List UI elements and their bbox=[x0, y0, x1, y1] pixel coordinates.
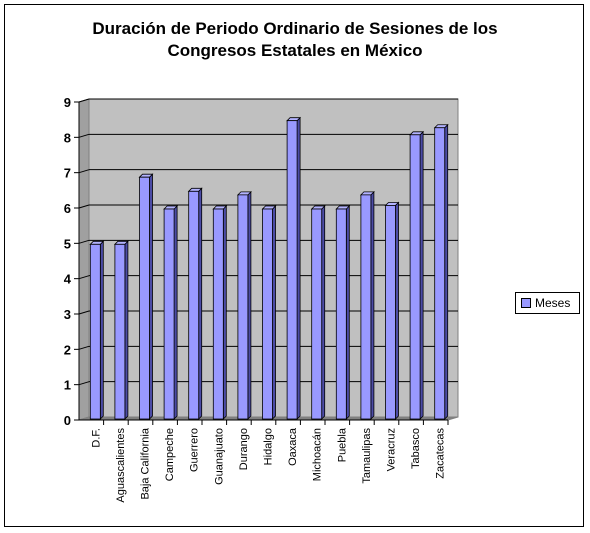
bar-side bbox=[99, 240, 104, 420]
bar bbox=[434, 127, 446, 420]
bar bbox=[409, 134, 421, 420]
bar bbox=[163, 208, 175, 420]
x-tick-label: Guanajuato bbox=[213, 428, 225, 485]
legend: Meses bbox=[515, 292, 580, 314]
x-tick-label: D.F. bbox=[90, 428, 102, 448]
bar bbox=[188, 190, 200, 420]
y-tick-labels: 0 1 2 3 4 5 6 7 8 9 bbox=[64, 95, 72, 428]
bar-side bbox=[370, 190, 375, 420]
bar-side bbox=[124, 240, 129, 420]
bar-side bbox=[198, 187, 203, 420]
bar-side bbox=[272, 205, 276, 420]
x-tick-label: Hidalgo bbox=[263, 428, 275, 465]
x-tick-labels: D.F. Aguascalientes Baja California Campech… bbox=[90, 427, 446, 502]
bar-side bbox=[321, 205, 326, 420]
gridline-side bbox=[78, 275, 90, 280]
legend-swatch bbox=[521, 298, 531, 308]
y-tick-label: 3 bbox=[64, 307, 71, 322]
gridline-side bbox=[78, 310, 90, 315]
x-tick-label: Campeche bbox=[164, 428, 176, 481]
bar bbox=[262, 208, 273, 420]
bar-side bbox=[395, 201, 399, 420]
y-tick-label: 9 bbox=[64, 95, 71, 110]
legend-label: Meses bbox=[535, 296, 571, 310]
gridline-side bbox=[78, 204, 90, 209]
y-tick-label: 7 bbox=[64, 166, 71, 181]
x-tick-label: Guerrero bbox=[189, 428, 201, 472]
y-tick-label: 6 bbox=[64, 201, 71, 216]
y-tick-label: 4 bbox=[64, 272, 72, 287]
y-tick-label: 5 bbox=[64, 236, 71, 251]
bar bbox=[360, 194, 372, 420]
x-tick-label: Durango bbox=[238, 428, 250, 470]
bar bbox=[139, 176, 150, 420]
bar bbox=[311, 208, 323, 420]
bar-side bbox=[222, 205, 227, 420]
bar bbox=[385, 205, 396, 420]
bar bbox=[212, 208, 224, 420]
bar-side bbox=[149, 173, 153, 420]
bar bbox=[89, 243, 101, 420]
gridline-side bbox=[78, 345, 90, 350]
bars bbox=[89, 116, 449, 420]
bar-side bbox=[247, 190, 252, 420]
bar bbox=[237, 194, 249, 420]
side-wall bbox=[78, 98, 90, 421]
x-tick-label: Zacatecas bbox=[435, 428, 447, 479]
y-tick-label: 8 bbox=[64, 130, 71, 145]
bar bbox=[286, 120, 298, 420]
bar bbox=[114, 243, 126, 420]
gridline-side bbox=[78, 239, 90, 244]
x-tick-label: Oaxaca bbox=[287, 427, 299, 466]
gridline-side bbox=[78, 98, 90, 103]
gridline-side bbox=[78, 133, 90, 138]
chart-title: Duración de Periodo Ordinario de Sesione… bbox=[0, 18, 590, 62]
bar-side bbox=[173, 205, 178, 420]
x-tick-label: Veracruz bbox=[386, 428, 398, 471]
bar bbox=[335, 208, 347, 420]
bar-side bbox=[345, 205, 350, 420]
y-tick-label: 0 bbox=[64, 413, 71, 428]
x-tick-label: Michoacán bbox=[312, 428, 324, 481]
x-tick-label: Baja California bbox=[140, 427, 152, 499]
y-tick-label: 2 bbox=[64, 342, 71, 357]
gridline-side bbox=[78, 381, 90, 386]
gridline-side bbox=[78, 169, 90, 174]
x-tick-label: Tabasco bbox=[410, 428, 422, 469]
chart-title-line-2: Congresos Estatales en México bbox=[167, 41, 423, 60]
axes bbox=[74, 101, 449, 425]
x-tick-label: Aguascalientes bbox=[115, 428, 127, 503]
x-tick-label: Tamaulipas bbox=[361, 428, 373, 484]
bar-side bbox=[419, 130, 424, 420]
bar-side bbox=[444, 123, 449, 420]
y-tick-label: 1 bbox=[64, 378, 71, 393]
chart-title-line-1: Duración de Periodo Ordinario de Sesione… bbox=[92, 19, 498, 38]
x-tick-label: Puebla bbox=[336, 427, 348, 462]
bar-side bbox=[296, 116, 301, 420]
